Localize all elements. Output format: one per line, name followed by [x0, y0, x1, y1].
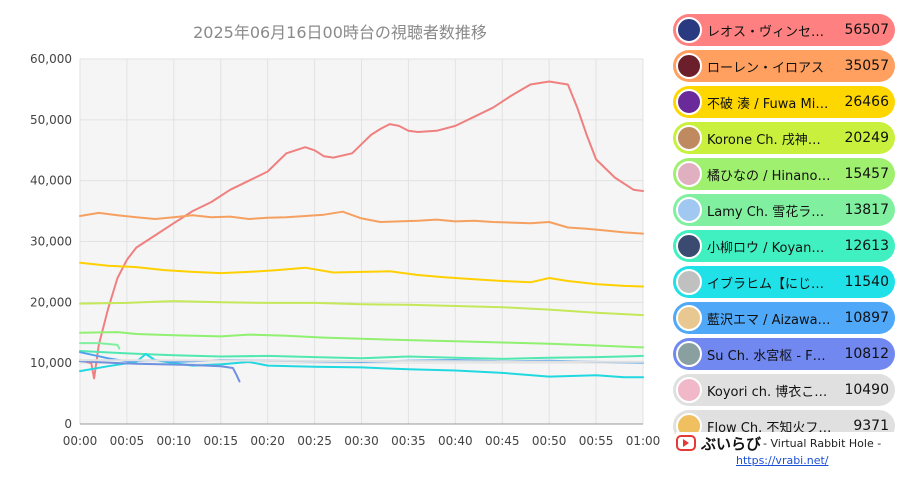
x-tick-label: 00:25	[297, 434, 332, 448]
legend-value: 35057	[844, 58, 889, 74]
series-line	[79, 210, 644, 235]
legend-name: ローレン・イロアス	[707, 60, 825, 76]
avatar-icon	[676, 125, 702, 151]
legend-name: 藍沢エマ / Aizawa Ema	[707, 312, 832, 328]
series-line	[79, 359, 644, 363]
avatar-icon	[676, 377, 702, 403]
legend-name: Su Ch. 水宮枢 - FLOW GLOW	[707, 348, 832, 364]
x-tick-label: 00:50	[532, 434, 567, 448]
legend-item[interactable]: イブラヒム【にじさんじ】 11540	[673, 266, 895, 298]
legend-item[interactable]: 不破 湊 / Fuwa Minato 26466	[673, 86, 895, 118]
x-tick-label: 00:00	[63, 434, 98, 448]
series-line	[79, 80, 644, 380]
avatar-icon	[676, 53, 702, 79]
legend-item[interactable]: レオス・ヴィンセント 56507	[673, 14, 895, 46]
legend-name: Koyori ch. 博衣こより - holoX -	[707, 384, 832, 400]
avatar-icon	[676, 413, 702, 434]
x-tick-label: 00:55	[579, 434, 614, 448]
x-tick-label: 00:05	[110, 434, 145, 448]
series-lines	[79, 80, 644, 383]
legend-item[interactable]: Flow Ch. 不知火フレア 9371	[673, 410, 895, 434]
avatar-icon	[676, 89, 702, 115]
legend-name: 橘ひなの / Hinano Tachibana	[707, 168, 832, 184]
legend-item[interactable]: Su Ch. 水宮枢 - FLOW GLOW 10812	[673, 338, 895, 370]
avatar-icon	[676, 233, 702, 259]
x-tick-label: 00:45	[485, 434, 520, 448]
x-tick-label: 00:35	[391, 434, 426, 448]
x-tick-label: 00:30	[344, 434, 379, 448]
x-tick-label: 00:15	[203, 434, 238, 448]
avatar-icon	[676, 269, 702, 295]
series-line	[79, 300, 644, 317]
y-tick-label: 60,000	[30, 52, 72, 66]
legend-value: 10897	[844, 310, 889, 326]
legend-item[interactable]: ローレン・イロアス 35057	[673, 50, 895, 82]
y-tick-label: 30,000	[30, 235, 72, 249]
x-tick-label: 00:40	[438, 434, 473, 448]
avatar-icon	[676, 161, 702, 187]
x-tick-label: 01:00	[626, 434, 661, 448]
legend-value: 9371	[853, 418, 889, 434]
legend-value: 20249	[844, 130, 889, 146]
x-tick-label: 00:10	[157, 434, 192, 448]
legend-value: 12613	[844, 238, 889, 254]
legend-name: Korone Ch. 戌神ころね	[707, 132, 832, 148]
legend-name: イブラヒム【にじさんじ】	[707, 276, 832, 292]
y-tick-label: 10,000	[30, 356, 72, 370]
legend-item[interactable]: 橘ひなの / Hinano Tachibana 15457	[673, 158, 895, 190]
brand-footer: ぶいらび - Virtual Rabbit Hole - https://vra…	[676, 432, 898, 478]
play-icon	[676, 435, 696, 451]
legend-value: 26466	[844, 94, 889, 110]
brand-link[interactable]: https://vrabi.net/	[736, 454, 829, 467]
avatar-icon	[676, 305, 702, 331]
y-tick-label: 50,000	[30, 113, 72, 127]
chart-title: 2025年06月16日00時台の視聴者数推移	[193, 23, 487, 42]
legend-value: 15457	[844, 166, 889, 182]
legend-name: レオス・ヴィンセント	[707, 24, 832, 40]
y-tick-label: 0	[64, 417, 72, 431]
legend-value: 13817	[844, 202, 889, 218]
series-line	[79, 261, 644, 288]
series-line	[79, 350, 644, 360]
legend-name: 不破 湊 / Fuwa Minato	[707, 96, 832, 112]
legend: レオス・ヴィンセント 56507 ローレン・イロアス 35057 不破 湊 / Fuwa…	[673, 14, 895, 434]
legend-item[interactable]: Korone Ch. 戌神ころね 20249	[673, 122, 895, 154]
series-line	[79, 331, 644, 349]
legend-item[interactable]: Lamy Ch. 雪花ラミィ 13817	[673, 194, 895, 226]
legend-item[interactable]: 藍沢エマ / Aizawa Ema 10897	[673, 302, 895, 334]
series-line	[79, 342, 121, 350]
avatar-icon	[676, 341, 702, 367]
x-tick-label: 00:20	[250, 434, 285, 448]
y-tick-label: 20,000	[30, 295, 72, 309]
series-line	[79, 360, 241, 383]
brand-subtitle: - Virtual Rabbit Hole -	[763, 436, 882, 450]
legend-name: 小柳ロウ / Koyanagi Rou	[707, 240, 832, 256]
legend-item[interactable]: 小柳ロウ / Koyanagi Rou 12613	[673, 230, 895, 262]
legend-value: 56507	[844, 22, 889, 38]
brand-name: ぶいらび	[701, 434, 762, 453]
legend-item[interactable]: Koyori ch. 博衣こより - holoX - 10490	[673, 374, 895, 406]
avatar-icon	[676, 17, 702, 43]
legend-value: 10812	[844, 346, 889, 362]
legend-name: Lamy Ch. 雪花ラミィ	[707, 204, 832, 220]
legend-value: 10490	[844, 382, 889, 398]
axes: 0 10,000 20,000 30,000 40,000 50,000 60,000 00:…	[30, 52, 660, 448]
avatar-icon	[676, 197, 702, 223]
legend-value: 11540	[844, 274, 889, 290]
series-line	[79, 353, 644, 379]
y-tick-label: 40,000	[30, 174, 72, 188]
